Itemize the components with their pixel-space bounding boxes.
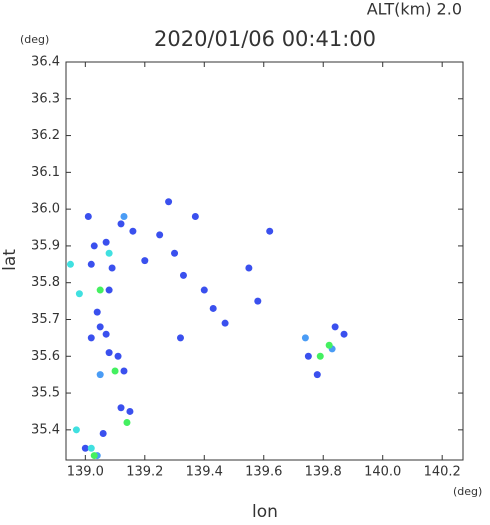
echo-point [304,352,312,360]
echo-point [90,242,98,250]
echo-point [117,404,125,412]
echo-point [165,198,173,206]
y-tick-label: 36.3 [31,91,60,106]
echo-point [99,430,107,438]
chart-title: 2020/01/06 00:41:00 [154,27,376,51]
y-tick-label: 36.4 [31,55,60,70]
y-tick-label: 36.2 [31,128,60,143]
echo-point [75,290,83,298]
echo-point [120,367,128,375]
echo-point [331,323,339,331]
echo-point [120,212,128,220]
echo-point [123,418,131,426]
echo-point [96,371,104,379]
x-tick-label: 139.8 [305,465,342,480]
echo-point [105,286,113,294]
y-tick-label: 35.6 [31,349,60,364]
x-tick-label: 140.0 [364,465,401,480]
echo-point [325,341,333,349]
y-tick-label: 35.7 [31,312,60,327]
echo-point [313,371,321,379]
y-tick-label: 35.8 [31,275,60,290]
echo-point [102,330,110,338]
x-tick-label: 139.0 [67,465,104,480]
echo-point [156,231,164,239]
echo-point [117,220,125,228]
x-tick-label: 139.6 [245,465,282,480]
echo-point [93,308,101,316]
echo-point [87,334,95,342]
echo-point [87,444,95,452]
echo-point [191,212,199,220]
echo-point [176,334,184,342]
echo-point [316,352,324,360]
y-tick-label: 36.0 [31,202,60,217]
echo-point [105,249,113,257]
echo-point [96,286,104,294]
echo-point [105,349,113,357]
echo-point [129,227,137,235]
echo-point [301,334,309,342]
echo-point [90,452,98,460]
echo-point [245,264,253,272]
echo-point [171,249,179,257]
y-tick-label: 35.4 [31,422,60,437]
echo-point [200,286,208,294]
echo-point [114,352,122,360]
x-axis-label: lon [252,502,278,521]
echo-point [340,330,348,338]
echo-point [84,212,92,220]
x-tick-label: 139.2 [126,465,163,480]
x-tick-label: 139.4 [186,465,223,480]
echo-point [66,260,74,268]
altitude-label: ALT(km) 2.0 [367,0,462,19]
echo-point [102,238,110,246]
y-axis-label: lat [0,249,20,271]
y-tick-label: 36.1 [31,165,60,180]
echo-point [81,444,89,452]
x-tick-label: 140.2 [424,465,461,480]
echo-point [87,260,95,268]
echo-point [111,367,119,375]
y-unit: (deg) [20,33,49,46]
y-tick-label: 35.9 [31,238,60,253]
echo-point [141,257,149,265]
echo-point [266,227,274,235]
echo-point [126,407,134,415]
plot-frame [65,61,464,461]
echo-point [254,297,262,305]
echo-point [221,319,229,327]
echo-point [179,271,187,279]
echo-point [96,323,104,331]
echo-point [72,426,80,434]
x-unit: (deg) [453,485,482,498]
echo-point [108,264,116,272]
echo-point [209,304,217,312]
y-tick-label: 35.5 [31,386,60,401]
